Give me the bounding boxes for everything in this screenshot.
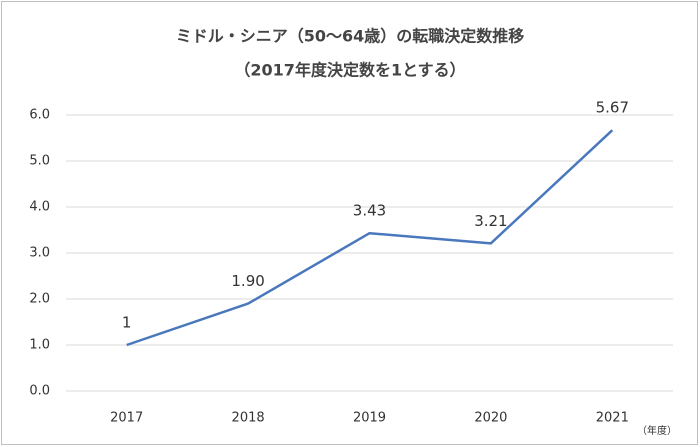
y-tick-label: 2.0 — [29, 292, 50, 307]
x-tick-label: 2018 — [232, 411, 265, 426]
chart-title: ミドル・シニア（50〜64歳）の転職決定数推移 — [176, 27, 525, 46]
y-tick-label: 0.0 — [29, 384, 50, 399]
y-tick-label: 5.0 — [29, 154, 50, 169]
x-tick-label: 2021 — [596, 411, 629, 426]
line-series — [126, 129, 614, 347]
data-label: 1 — [122, 314, 132, 332]
data-label: 5.67 — [596, 99, 629, 117]
data-label: 1.90 — [231, 272, 264, 290]
x-unit-label: （年度） — [637, 424, 677, 437]
data-label: 3.21 — [474, 212, 507, 230]
data-label: 3.43 — [353, 202, 386, 220]
x-tick-label: 2020 — [474, 411, 507, 426]
x-tick-label: 2019 — [353, 411, 386, 426]
chart-subtitle: （2017年度決定数を1とする） — [234, 61, 465, 80]
y-tick-label: 4.0 — [29, 200, 50, 215]
y-tick-label: 6.0 — [29, 108, 50, 123]
x-tick-label: 2017 — [110, 411, 143, 426]
y-tick-label: 1.0 — [29, 338, 50, 353]
y-tick-label: 3.0 — [29, 246, 50, 261]
